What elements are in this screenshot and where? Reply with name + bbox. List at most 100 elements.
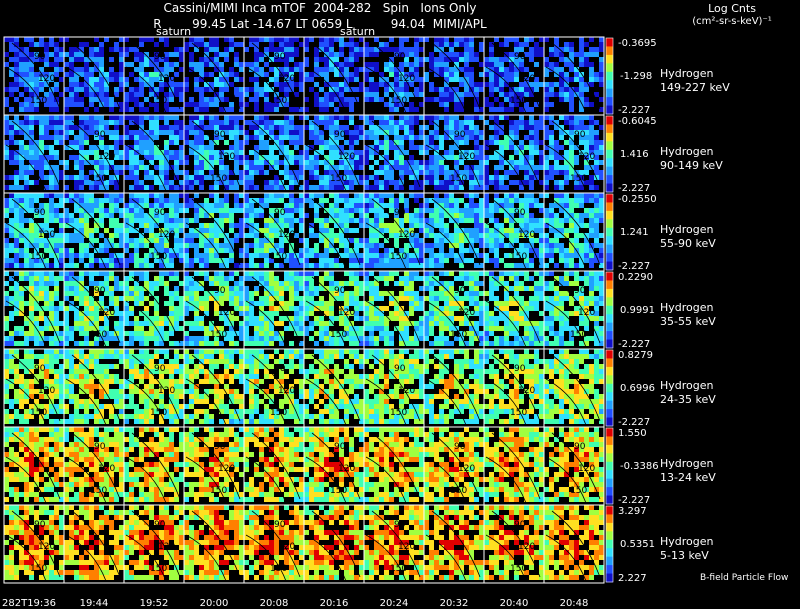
heatmap-cell <box>324 228 329 233</box>
heatmap-cell <box>509 67 514 72</box>
heatmap-cell <box>174 248 179 253</box>
heatmap-cell <box>554 67 559 72</box>
heatmap-cell <box>399 145 404 150</box>
heatmap-cell <box>599 248 604 253</box>
field-line <box>491 42 541 110</box>
heatmap-cell <box>74 296 79 301</box>
heatmap-cell <box>399 185 404 190</box>
heatmap-cell <box>314 286 319 291</box>
heatmap-cell <box>14 193 19 198</box>
heatmap-cell <box>64 291 69 296</box>
heatmap-cell <box>514 198 519 203</box>
heatmap-cell <box>249 253 254 258</box>
heatmap-cell <box>174 170 179 175</box>
heatmap-cell <box>79 130 84 135</box>
heatmap-cell <box>374 82 379 87</box>
heatmap-cell <box>219 77 224 82</box>
heatmap-cell <box>544 218 549 223</box>
heatmap-cell <box>244 311 249 316</box>
heatmap-cell <box>369 62 374 67</box>
heatmap-cell <box>79 180 84 185</box>
heatmap-cell <box>319 238 324 243</box>
heatmap-cell <box>459 180 464 185</box>
heatmap-cell <box>119 238 124 243</box>
heatmap-cell <box>84 228 89 233</box>
heatmap-cell <box>319 263 324 268</box>
heatmap-cell <box>209 87 214 92</box>
heatmap-cell <box>169 276 174 281</box>
heatmap-cell <box>574 77 579 82</box>
heatmap-cell <box>274 311 279 316</box>
heatmap-cell <box>314 57 319 62</box>
heatmap-cell <box>214 67 219 72</box>
contour-label: 90 <box>514 208 526 218</box>
heatmap-cell <box>539 228 544 233</box>
heatmap-cell <box>559 198 564 203</box>
heatmap-cell <box>399 62 404 67</box>
heatmap-cell <box>149 130 154 135</box>
heatmap-cell <box>284 271 289 276</box>
heatmap-cell <box>479 72 484 77</box>
heatmap-cell <box>64 97 69 102</box>
heatmap-cell <box>34 57 39 62</box>
heatmap-cell <box>239 248 244 253</box>
heatmap-cell <box>74 47 79 52</box>
heatmap-cell <box>334 145 339 150</box>
heatmap-cell <box>364 248 369 253</box>
heatmap-cell <box>294 52 299 57</box>
heatmap-cell <box>469 82 474 87</box>
heatmap-cell <box>109 47 114 52</box>
heatmap-cell <box>464 150 469 155</box>
heatmap-cell <box>584 52 589 57</box>
heatmap-cell <box>569 115 574 120</box>
heatmap-cell <box>44 258 49 263</box>
heatmap-cell <box>24 248 29 253</box>
heatmap-cell <box>344 331 349 336</box>
heatmap-cell <box>469 170 474 175</box>
heatmap-cell <box>509 140 514 145</box>
field-line <box>365 222 407 270</box>
heatmap-cell <box>154 102 159 107</box>
heatmap-cell <box>144 145 149 150</box>
heatmap-cell <box>149 321 154 326</box>
heatmap-cell <box>74 291 79 296</box>
heatmap-cell <box>249 321 254 326</box>
heatmap-cell <box>459 213 464 218</box>
heatmap-cell <box>124 243 129 248</box>
heatmap-cell <box>349 341 354 346</box>
heatmap-cell <box>214 185 219 190</box>
contour-label: 120 <box>338 152 355 162</box>
heatmap-cell <box>414 165 419 170</box>
heatmap-cell <box>89 208 94 213</box>
heatmap-cell <box>479 170 484 175</box>
heatmap-cell <box>269 281 274 286</box>
heatmap-cell <box>474 107 479 112</box>
heatmap-cell <box>279 248 284 253</box>
heatmap-cell <box>329 336 334 341</box>
heatmap-cell <box>4 87 9 92</box>
heatmap-cell <box>434 170 439 175</box>
heatmap-cell <box>524 263 529 268</box>
heatmap-cell <box>294 233 299 238</box>
heatmap-cell <box>589 150 594 155</box>
heatmap-cell <box>599 62 604 67</box>
heatmap-cell <box>514 160 519 165</box>
heatmap-cell <box>184 296 189 301</box>
heatmap-cell <box>214 271 219 276</box>
heatmap-cell <box>464 72 469 77</box>
heatmap-cell <box>14 97 19 102</box>
heatmap-cell <box>134 321 139 326</box>
heatmap-cell <box>214 306 219 311</box>
heatmap-cell <box>284 286 289 291</box>
heatmap-cell <box>304 296 309 301</box>
heatmap-cell <box>14 291 19 296</box>
heatmap-cell <box>239 228 244 233</box>
heatmap-cell <box>9 57 14 62</box>
heatmap-cell <box>469 72 474 77</box>
heatmap-cell <box>94 198 99 203</box>
heatmap-cell <box>419 130 424 135</box>
heatmap-cell <box>269 185 274 190</box>
heatmap-cell <box>484 180 489 185</box>
heatmap-cell <box>464 82 469 87</box>
heatmap-cell <box>229 120 234 125</box>
